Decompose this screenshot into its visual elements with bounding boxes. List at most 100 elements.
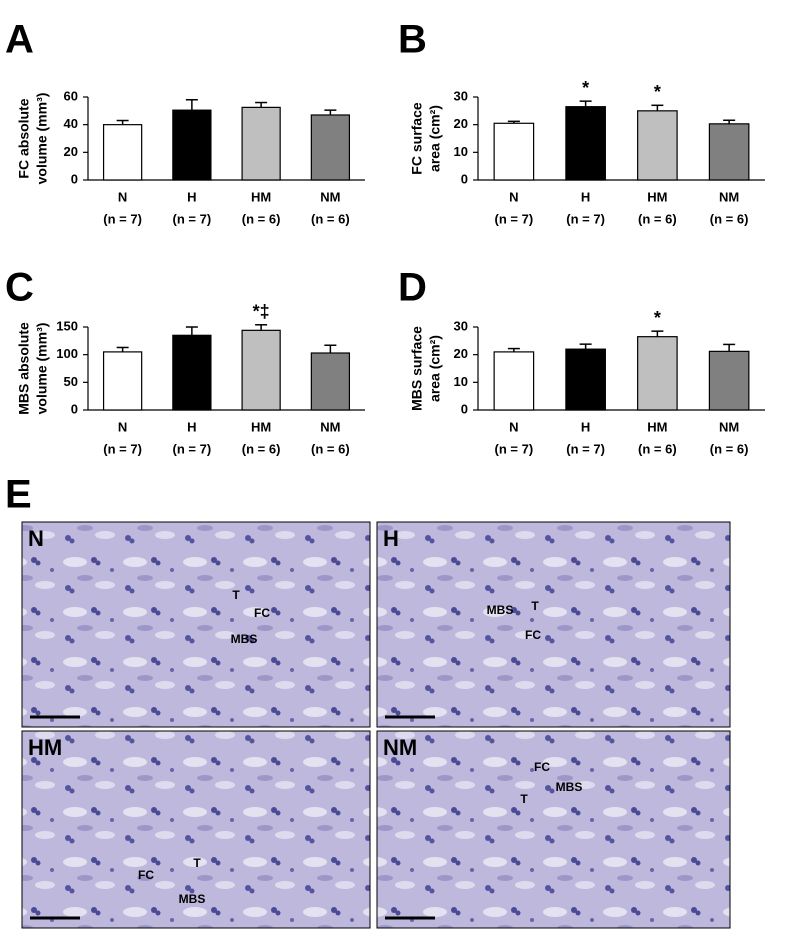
annotation: FC — [254, 606, 270, 620]
significance-marker: * — [654, 82, 661, 102]
significance-marker: *‡ — [253, 302, 270, 322]
panel-letter: A — [5, 18, 34, 62]
x-tick-note: (n = 7) — [566, 441, 605, 456]
significance-marker: * — [582, 78, 589, 98]
x-tick-note: (n = 7) — [173, 441, 212, 456]
y-tick-label: 20 — [64, 144, 78, 159]
micrograph — [21, 730, 371, 929]
y-axis-label: volume (mm³) — [34, 93, 50, 185]
bar — [637, 336, 678, 411]
annotation: T — [232, 588, 240, 602]
y-tick-label: 30 — [454, 88, 468, 103]
bar — [102, 124, 143, 181]
x-tick-label: H — [581, 189, 590, 204]
micrograph — [376, 730, 731, 929]
image-label: HM — [28, 735, 62, 760]
bar — [102, 351, 143, 411]
x-tick-label: NM — [320, 189, 340, 204]
x-tick-label: NM — [719, 419, 739, 434]
y-axis-label: area (cm²) — [427, 105, 443, 172]
annotation: MBS — [556, 780, 583, 794]
annotation: MBS — [231, 632, 258, 646]
y-tick-label: 0 — [461, 401, 468, 416]
panel-letter: B — [398, 18, 427, 62]
y-axis-label: FC absolute — [16, 98, 32, 178]
x-tick-label: NM — [719, 189, 739, 204]
x-tick-note: (n = 6) — [710, 441, 749, 456]
x-tick-note: (n = 7) — [566, 211, 605, 226]
panel-letter: C — [5, 266, 34, 310]
image-label: NM — [383, 735, 417, 760]
bar — [493, 351, 535, 411]
y-tick-label: 20 — [454, 116, 468, 131]
y-tick-label: 0 — [71, 401, 78, 416]
x-tick-note: (n = 6) — [242, 211, 281, 226]
y-tick-label: 10 — [454, 144, 468, 159]
bar — [241, 106, 281, 181]
bar — [708, 123, 750, 181]
x-tick-note: (n = 6) — [638, 441, 677, 456]
x-tick-label: H — [187, 419, 196, 434]
x-tick-label: N — [118, 189, 127, 204]
bar — [565, 106, 606, 181]
x-tick-note: (n = 7) — [103, 211, 142, 226]
y-tick-label: 60 — [64, 88, 78, 103]
x-tick-label: HM — [647, 189, 667, 204]
y-axis-label: area (cm²) — [427, 335, 443, 402]
bar — [310, 114, 351, 181]
annotation: FC — [138, 868, 154, 882]
x-tick-note: (n = 7) — [173, 211, 212, 226]
x-tick-note: (n = 7) — [495, 441, 534, 456]
image-label: H — [383, 526, 399, 551]
bar — [493, 122, 535, 181]
bar — [565, 348, 606, 411]
annotation: MBS — [487, 603, 514, 617]
y-tick-label: 40 — [64, 116, 78, 131]
panel-e: E N T FC MBS H MBS T FC HM FC T MBS NM FC MBS T — [5, 473, 731, 929]
y-axis-label: MBS surface — [409, 326, 425, 411]
image-label: N — [28, 526, 44, 551]
bar — [241, 329, 281, 411]
bar — [310, 352, 351, 411]
x-tick-note: (n = 6) — [242, 441, 281, 456]
x-tick-label: NM — [320, 419, 340, 434]
x-tick-note: (n = 6) — [311, 211, 350, 226]
x-tick-label: H — [187, 189, 196, 204]
annotation: FC — [525, 628, 541, 642]
x-tick-label: HM — [251, 189, 271, 204]
y-axis-label: FC surface — [409, 102, 425, 175]
annotation: MBS — [179, 892, 206, 906]
panel-letter: E — [5, 473, 32, 517]
x-tick-label: N — [118, 419, 127, 434]
y-tick-label: 0 — [71, 171, 78, 186]
bar — [708, 350, 750, 411]
x-tick-label: H — [581, 419, 590, 434]
y-tick-label: 10 — [454, 374, 468, 389]
micrograph — [376, 521, 731, 728]
x-tick-note: (n = 6) — [638, 211, 677, 226]
y-tick-label: 50 — [64, 374, 78, 389]
annotation: T — [520, 792, 528, 806]
x-tick-label: N — [509, 419, 518, 434]
x-tick-note: (n = 7) — [103, 441, 142, 456]
y-axis-label: volume (mm³) — [34, 323, 50, 415]
y-tick-label: 150 — [56, 318, 78, 333]
y-axis-label: MBS absolute — [16, 322, 32, 415]
y-tick-label: 0 — [461, 171, 468, 186]
x-tick-label: HM — [647, 419, 667, 434]
x-tick-note: (n = 6) — [311, 441, 350, 456]
significance-marker: * — [654, 308, 661, 328]
x-tick-label: HM — [251, 419, 271, 434]
annotation: T — [531, 599, 539, 613]
x-tick-label: N — [509, 189, 518, 204]
x-tick-note: (n = 6) — [710, 211, 749, 226]
x-tick-note: (n = 7) — [495, 211, 534, 226]
y-tick-label: 20 — [454, 346, 468, 361]
annotation: T — [193, 856, 201, 870]
y-tick-label: 100 — [56, 346, 78, 361]
y-tick-label: 30 — [454, 318, 468, 333]
annotation: FC — [534, 760, 550, 774]
panel-letter: D — [398, 266, 427, 310]
bar — [637, 110, 678, 181]
